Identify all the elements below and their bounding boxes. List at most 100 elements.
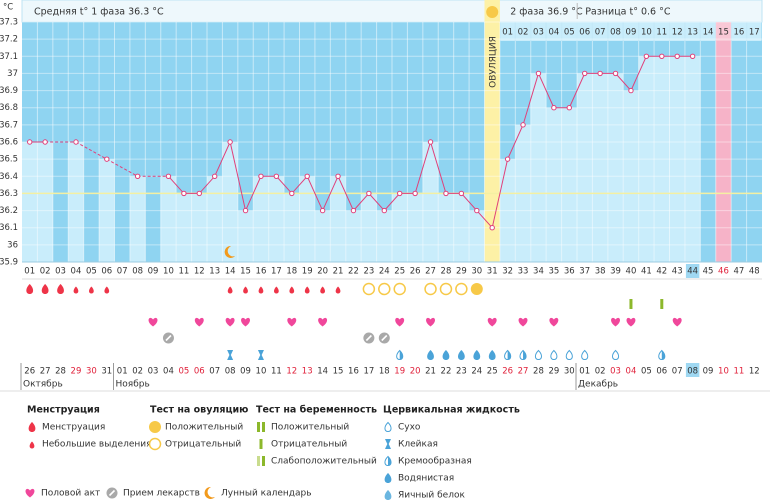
heart xyxy=(518,317,528,327)
temp-bar xyxy=(654,56,670,263)
preg-bar xyxy=(660,299,664,309)
ovu-negative xyxy=(439,282,453,296)
luteal-day: 02 xyxy=(518,28,529,38)
temp-point xyxy=(381,207,387,214)
luteal-day: 05 xyxy=(564,28,575,38)
luteal-day: 10 xyxy=(641,28,652,38)
temp-point xyxy=(42,139,48,145)
day-label: 36 xyxy=(564,267,575,277)
date-label: 20 xyxy=(410,367,421,377)
temp-point xyxy=(258,173,264,179)
date-label: 31 xyxy=(101,367,112,377)
legend-label: Водянистая xyxy=(398,474,454,484)
day-label: 23 xyxy=(363,267,374,277)
temp-point xyxy=(520,122,526,128)
y-tick-label: 37.2 xyxy=(0,35,18,45)
day-label: 09 xyxy=(148,267,159,277)
y-tick-label: 36.7 xyxy=(0,120,18,130)
drop xyxy=(384,473,392,483)
day-label: 01 xyxy=(24,267,35,277)
day-label: 32 xyxy=(502,267,513,277)
luteal-cell xyxy=(500,22,515,41)
heart xyxy=(194,317,204,327)
drop xyxy=(384,490,392,500)
drop xyxy=(581,349,589,361)
date-label: 05 xyxy=(178,367,189,377)
pill-slash xyxy=(381,334,388,342)
temp-bar xyxy=(345,210,362,262)
temp-point xyxy=(659,53,665,59)
date-label: 08 xyxy=(687,367,698,377)
date-label: 07 xyxy=(672,367,683,377)
creamy-fill xyxy=(399,350,403,360)
day-label: 14 xyxy=(225,267,236,277)
day-label: 15 xyxy=(240,267,251,277)
day-label: 05 xyxy=(86,267,97,277)
temp-bar xyxy=(330,176,346,262)
date-label: 27 xyxy=(518,367,529,377)
drop xyxy=(320,286,325,294)
date-label: 29 xyxy=(71,367,82,377)
y-tick-label: 36 xyxy=(7,240,18,250)
y-tick-label: 37.3 xyxy=(0,18,18,28)
ovu-negative xyxy=(362,282,376,296)
legend-label: Прием лекарств xyxy=(123,489,200,499)
temp-point xyxy=(504,156,511,162)
day-label: 48 xyxy=(749,267,760,277)
drop xyxy=(243,286,248,294)
day-label: 17 xyxy=(271,267,282,277)
gap-bridge xyxy=(75,141,108,160)
temp-point xyxy=(165,173,172,179)
heart xyxy=(672,317,682,327)
day-label: 11 xyxy=(178,267,189,277)
day-label: 33 xyxy=(518,267,529,277)
day-label: 46 xyxy=(718,267,729,277)
luteal-day: 13 xyxy=(687,28,698,38)
drop xyxy=(550,349,558,361)
ovu-positive xyxy=(149,421,161,433)
preg-bar xyxy=(629,299,633,309)
day-label: 10 xyxy=(163,267,174,277)
luteal-day: 15 xyxy=(718,28,729,38)
preg-bar xyxy=(262,422,265,432)
date-label: 08 xyxy=(225,367,236,377)
day-label: 29 xyxy=(456,267,467,277)
day-label: 12 xyxy=(194,267,205,277)
heart xyxy=(241,317,251,327)
y-unit: °C xyxy=(3,3,13,13)
luteal-cell xyxy=(731,22,747,41)
temp-bar xyxy=(623,90,639,262)
day-label: 04 xyxy=(71,267,82,277)
ovulation-column xyxy=(484,0,500,262)
day-label: 28 xyxy=(441,267,452,277)
drop xyxy=(304,286,310,294)
sticky xyxy=(385,439,391,449)
luteal-cell xyxy=(577,22,592,41)
y-tick-label: 36.9 xyxy=(0,86,18,96)
legend-label: Кремообразная xyxy=(398,457,472,467)
luteal-day: 14 xyxy=(703,28,714,38)
date-label: 23 xyxy=(456,367,467,377)
drop xyxy=(442,350,450,360)
temp-point xyxy=(27,139,33,145)
y-tick-label: 35.9 xyxy=(0,258,18,268)
heart xyxy=(426,317,436,327)
y-tick-label: 36.2 xyxy=(0,206,18,216)
heart xyxy=(626,317,636,327)
luteal-day: 03 xyxy=(533,28,544,38)
date-label: 11 xyxy=(271,367,282,377)
y-tick-label: 36.1 xyxy=(0,223,18,233)
date-label: 10 xyxy=(256,367,267,377)
moon xyxy=(224,245,236,258)
ovu-negative xyxy=(424,282,437,296)
heart xyxy=(287,317,297,327)
legend-title: Цервикальная жидкость xyxy=(383,405,520,416)
heart xyxy=(25,488,35,498)
temp-point xyxy=(366,190,372,197)
day-label: 21 xyxy=(333,267,344,277)
legend-label: Лунный календарь xyxy=(221,489,312,499)
luteal-day: 01 xyxy=(502,28,513,38)
drop xyxy=(227,286,233,294)
day-label: 35 xyxy=(548,267,559,277)
